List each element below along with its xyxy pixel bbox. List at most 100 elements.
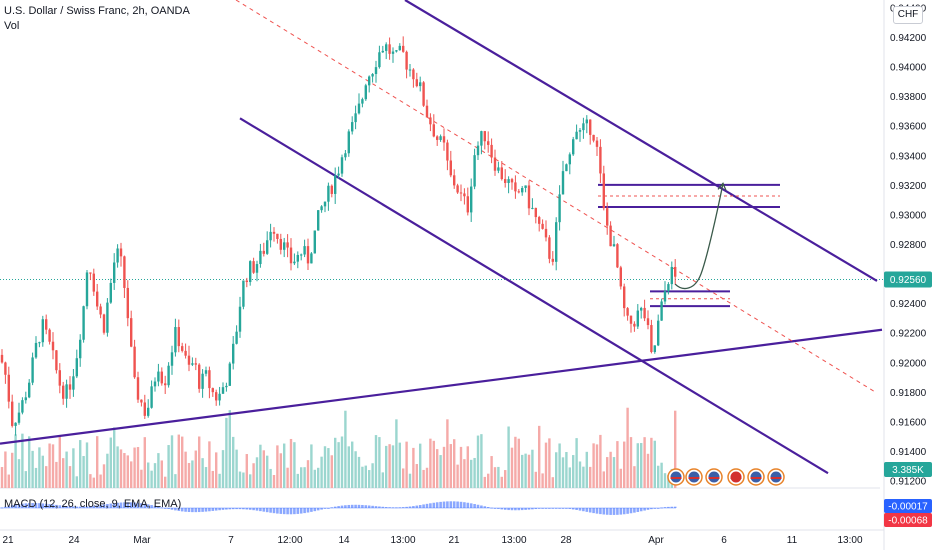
- drawings[interactable]: [0, 0, 883, 475]
- candle-body: [347, 131, 350, 154]
- macd-bar: [116, 502, 119, 508]
- candle-body: [572, 139, 575, 155]
- symbol-title[interactable]: U.S. Dollar / Swiss Franc, 2h, OANDA: [4, 5, 190, 17]
- macd-bar: [276, 508, 279, 514]
- candle-body: [317, 210, 320, 231]
- event-flag-icon[interactable]: [685, 468, 703, 486]
- last-price-badge-text: 0.92560: [890, 275, 927, 286]
- candle-body: [106, 302, 109, 333]
- macd-bar: [248, 508, 252, 510]
- candle-body: [582, 123, 585, 131]
- candle-body: [187, 355, 191, 365]
- macd-bar: [565, 508, 568, 509]
- macd-label[interactable]: MACD (12, 26, close, 9, EMA, EMA): [4, 498, 182, 510]
- volume-bar: [538, 425, 541, 488]
- volume-bar: [75, 476, 78, 488]
- event-flag-icon[interactable]: [705, 468, 723, 486]
- volume-bar: [589, 466, 592, 488]
- macd-bar: [500, 508, 504, 510]
- price-tick-label: 0.93600: [890, 122, 927, 133]
- macd-bar: [344, 505, 347, 508]
- macd-bar: [252, 508, 255, 511]
- macd-bar: [7, 505, 11, 508]
- macd-bar: [408, 506, 412, 508]
- macd-bar: [126, 502, 130, 508]
- time-tick-label: 12:00: [277, 535, 302, 546]
- candle-body: [266, 240, 269, 254]
- volume-bar: [96, 436, 99, 488]
- event-flags[interactable]: [667, 468, 785, 486]
- candle-body: [116, 248, 119, 263]
- volume-bar: [194, 450, 197, 488]
- macd-bar: [153, 505, 157, 508]
- macd-bar: [578, 508, 582, 511]
- time-tick-label: 11: [787, 535, 798, 546]
- volume-bar: [62, 458, 65, 488]
- candle-body: [429, 117, 432, 125]
- candle-body: [34, 342, 38, 358]
- event-flag-icon[interactable]: [767, 468, 785, 486]
- macd-bar: [514, 508, 517, 511]
- candle-body: [45, 319, 48, 330]
- candle-body: [167, 365, 170, 386]
- candle-body: [402, 45, 405, 52]
- volume-bar: [269, 468, 272, 488]
- volume-bar: [442, 446, 446, 488]
- volume-bar: [123, 453, 126, 488]
- macd-bar: [616, 508, 619, 515]
- candle-body: [306, 246, 310, 264]
- macd-bar: [534, 508, 538, 510]
- candle-body: [602, 173, 605, 209]
- price-tick-label: 0.93800: [890, 92, 927, 103]
- candle-body: [425, 105, 429, 118]
- macd-bar: [272, 508, 276, 514]
- macd-bar: [337, 506, 340, 508]
- macd-bar: [184, 508, 187, 512]
- candle-body: [82, 306, 85, 340]
- volume-bar: [191, 460, 194, 488]
- macd-bar: [364, 505, 368, 508]
- volume-bar: [0, 467, 4, 488]
- macd-bar: [439, 501, 442, 508]
- candle-body: [102, 314, 106, 333]
- macd-bar: [48, 504, 51, 508]
- currency-button[interactable]: CHF: [893, 6, 923, 24]
- volume-bar: [38, 447, 41, 488]
- event-flag-icon[interactable]: [747, 468, 765, 486]
- macd-value-badge-bg: [884, 499, 932, 513]
- candle-body: [164, 383, 167, 386]
- candle-body: [310, 253, 313, 264]
- volume-bar: [449, 444, 452, 488]
- volume-bar: [548, 438, 551, 488]
- macd-bar: [109, 503, 113, 508]
- macd-bar: [123, 502, 126, 508]
- candle-body: [28, 382, 31, 398]
- macd-bar: [10, 505, 14, 508]
- event-flag-icon[interactable]: [727, 468, 745, 486]
- candle-body: [619, 267, 622, 287]
- candle-body: [340, 157, 344, 174]
- volume-bar: [483, 476, 486, 488]
- macd-bar: [313, 508, 317, 512]
- macd-bar: [187, 508, 191, 512]
- price-tick-label: 0.91800: [890, 388, 927, 399]
- event-flag-icon[interactable]: [667, 468, 685, 486]
- macd-bar: [653, 508, 657, 509]
- volume-label[interactable]: Vol: [4, 20, 20, 32]
- volume-bar: [238, 471, 242, 488]
- volume-bar: [323, 446, 327, 488]
- volume-bar: [198, 436, 201, 488]
- macd-bar: [548, 508, 551, 509]
- candle-body: [238, 306, 242, 332]
- volume-bar: [187, 462, 191, 488]
- candle-body: [436, 136, 439, 140]
- volume-bar: [51, 444, 55, 488]
- macd-bar: [136, 502, 140, 508]
- time-tick-label: 21: [2, 535, 14, 546]
- candle-body: [405, 51, 408, 70]
- candle-body: [361, 99, 364, 104]
- candle-body: [201, 373, 204, 389]
- macd-bar: [316, 508, 320, 511]
